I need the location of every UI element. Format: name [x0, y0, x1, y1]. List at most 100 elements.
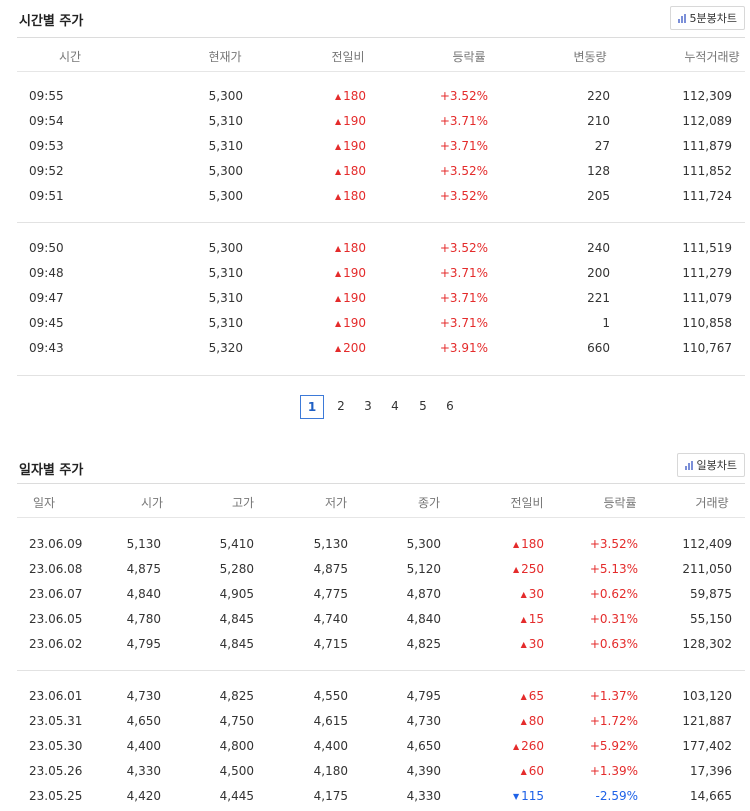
volume-cell: 1	[602, 316, 610, 330]
price-cell: 5,300	[208, 189, 243, 203]
change-value: 260	[521, 739, 544, 753]
high-cell: 4,825	[219, 689, 254, 703]
table-row: 09:47 5,310 ▲ 190 +3.71% 221 111,079	[17, 286, 745, 311]
daily-table-header: 일자 시가 고가 저가 종가 전일비 등락률 거래량	[17, 483, 745, 518]
time-header-cell: 전일비	[331, 50, 365, 64]
page-link-2[interactable]: 2	[337, 399, 345, 413]
close-cell: 4,390	[406, 764, 441, 778]
price-cell: 5,310	[208, 266, 243, 280]
rate-cell: +3.71%	[439, 291, 488, 305]
change-cell: ▲ 190	[335, 316, 366, 330]
triangle-up-icon: ▲	[520, 590, 527, 599]
high-cell: 4,845	[219, 612, 254, 626]
triangle-up-icon: ▲	[512, 565, 520, 574]
cumulative-volume-cell: 111,724	[682, 189, 732, 203]
table-row: 09:43 5,320 ▲ 200 +3.91% 660 110,767	[17, 336, 745, 361]
open-cell: 4,780	[126, 612, 161, 626]
change-value: 190	[343, 316, 366, 330]
low-cell: 4,180	[313, 764, 348, 778]
daily-chart-button[interactable]: 일봉차트	[676, 453, 745, 477]
low-cell: 4,740	[313, 612, 348, 626]
table-bottom-divider	[17, 375, 745, 376]
triangle-up-icon: ▲	[334, 269, 342, 278]
five-minute-chart-button[interactable]: 5분봉차트	[669, 6, 745, 30]
rate-cell: +1.39%	[589, 764, 638, 778]
change-value: 180	[521, 537, 544, 551]
low-cell: 5,130	[313, 537, 348, 551]
triangle-down-icon: ▼	[512, 792, 520, 801]
time-cell: 09:45	[29, 316, 64, 330]
cumulative-volume-cell: 110,858	[682, 316, 732, 330]
time-cell: 09:55	[29, 89, 64, 103]
rate-cell: +0.31%	[589, 612, 638, 626]
high-cell: 4,500	[219, 764, 254, 778]
volume-cell: 177,402	[682, 739, 732, 753]
high-cell: 4,845	[219, 637, 254, 651]
change-cell: ▼ 115	[513, 789, 544, 803]
rate-cell: +3.71%	[439, 266, 488, 280]
date-cell: 23.05.30	[29, 739, 83, 753]
high-cell: 5,410	[219, 537, 254, 551]
time-cell: 09:50	[29, 241, 64, 255]
time-header-cell: 누적거래량	[684, 50, 740, 64]
time-header-cell: 현재가	[208, 50, 242, 64]
page-link-1[interactable]: 1	[300, 395, 324, 419]
page-link-4[interactable]: 4	[391, 399, 399, 413]
cumulative-volume-cell: 111,879	[682, 139, 732, 153]
price-cell: 5,310	[208, 139, 243, 153]
volume-cell: 660	[587, 341, 610, 355]
triangle-up-icon: ▲	[334, 117, 342, 126]
cumulative-volume-cell: 112,309	[682, 89, 732, 103]
daily-header-cell: 저가	[324, 496, 348, 510]
time-header-cell: 변동량	[573, 50, 607, 64]
change-cell: ▲ 30	[521, 637, 544, 651]
date-cell: 23.05.25	[29, 789, 83, 803]
group-divider	[17, 670, 745, 671]
time-cell: 09:54	[29, 114, 64, 128]
table-row: 09:50 5,300 ▲ 180 +3.52% 240 111,519	[17, 236, 745, 261]
volume-cell: 121,887	[682, 714, 732, 728]
table-row: 23.05.25 4,420 4,445 4,175 4,330 ▼ 115 -2.59% 14…	[17, 784, 745, 809]
change-cell: ▲ 190	[335, 139, 366, 153]
change-value: 250	[521, 562, 544, 576]
table-row: 09:53 5,310 ▲ 190 +3.71% 27 111,879	[17, 134, 745, 159]
rate-cell: +5.13%	[589, 562, 638, 576]
rate-cell: +3.91%	[439, 341, 488, 355]
time-cell: 09:53	[29, 139, 64, 153]
cumulative-volume-cell: 111,519	[682, 241, 732, 255]
volume-cell: 59,875	[690, 587, 732, 601]
close-cell: 5,300	[406, 537, 441, 551]
rate-cell: +3.52%	[439, 164, 488, 178]
change-cell: ▲ 15	[521, 612, 544, 626]
table-row: 23.06.07 4,840 4,905 4,775 4,870 ▲ 30 +0.62% 59,…	[17, 582, 745, 607]
close-cell: 4,840	[406, 612, 441, 626]
change-value: 180	[343, 241, 366, 255]
triangle-up-icon: ▲	[512, 540, 520, 549]
change-cell: ▲ 190	[335, 114, 366, 128]
volume-cell: 240	[587, 241, 610, 255]
close-cell: 4,650	[406, 739, 441, 753]
change-cell: ▲ 60	[521, 764, 544, 778]
page-link-5[interactable]: 5	[419, 399, 427, 413]
triangle-up-icon: ▲	[334, 142, 342, 151]
open-cell: 4,730	[126, 689, 161, 703]
group-divider	[17, 222, 745, 223]
change-value: 180	[343, 89, 366, 103]
change-value: 180	[343, 189, 366, 203]
rate-cell: +3.52%	[439, 241, 488, 255]
change-value: 80	[528, 714, 544, 728]
daily-header-cell: 시가	[140, 496, 164, 510]
change-value: 190	[343, 291, 366, 305]
change-cell: ▲ 180	[335, 241, 366, 255]
triangle-up-icon: ▲	[334, 294, 342, 303]
table-row: 23.05.30 4,400 4,800 4,400 4,650 ▲ 260 +5.92% 17…	[17, 734, 745, 759]
triangle-up-icon: ▲	[512, 742, 520, 751]
page-link-3[interactable]: 3	[364, 399, 372, 413]
page-link-6[interactable]: 6	[446, 399, 454, 413]
time-cell: 09:51	[29, 189, 64, 203]
time-table-header: 시간 현재가 전일비 등락률 변동량 누적거래량	[17, 37, 745, 72]
date-cell: 23.06.09	[29, 537, 83, 551]
low-cell: 4,715	[313, 637, 348, 651]
rate-cell: +3.52%	[439, 89, 488, 103]
price-cell: 5,310	[208, 291, 243, 305]
